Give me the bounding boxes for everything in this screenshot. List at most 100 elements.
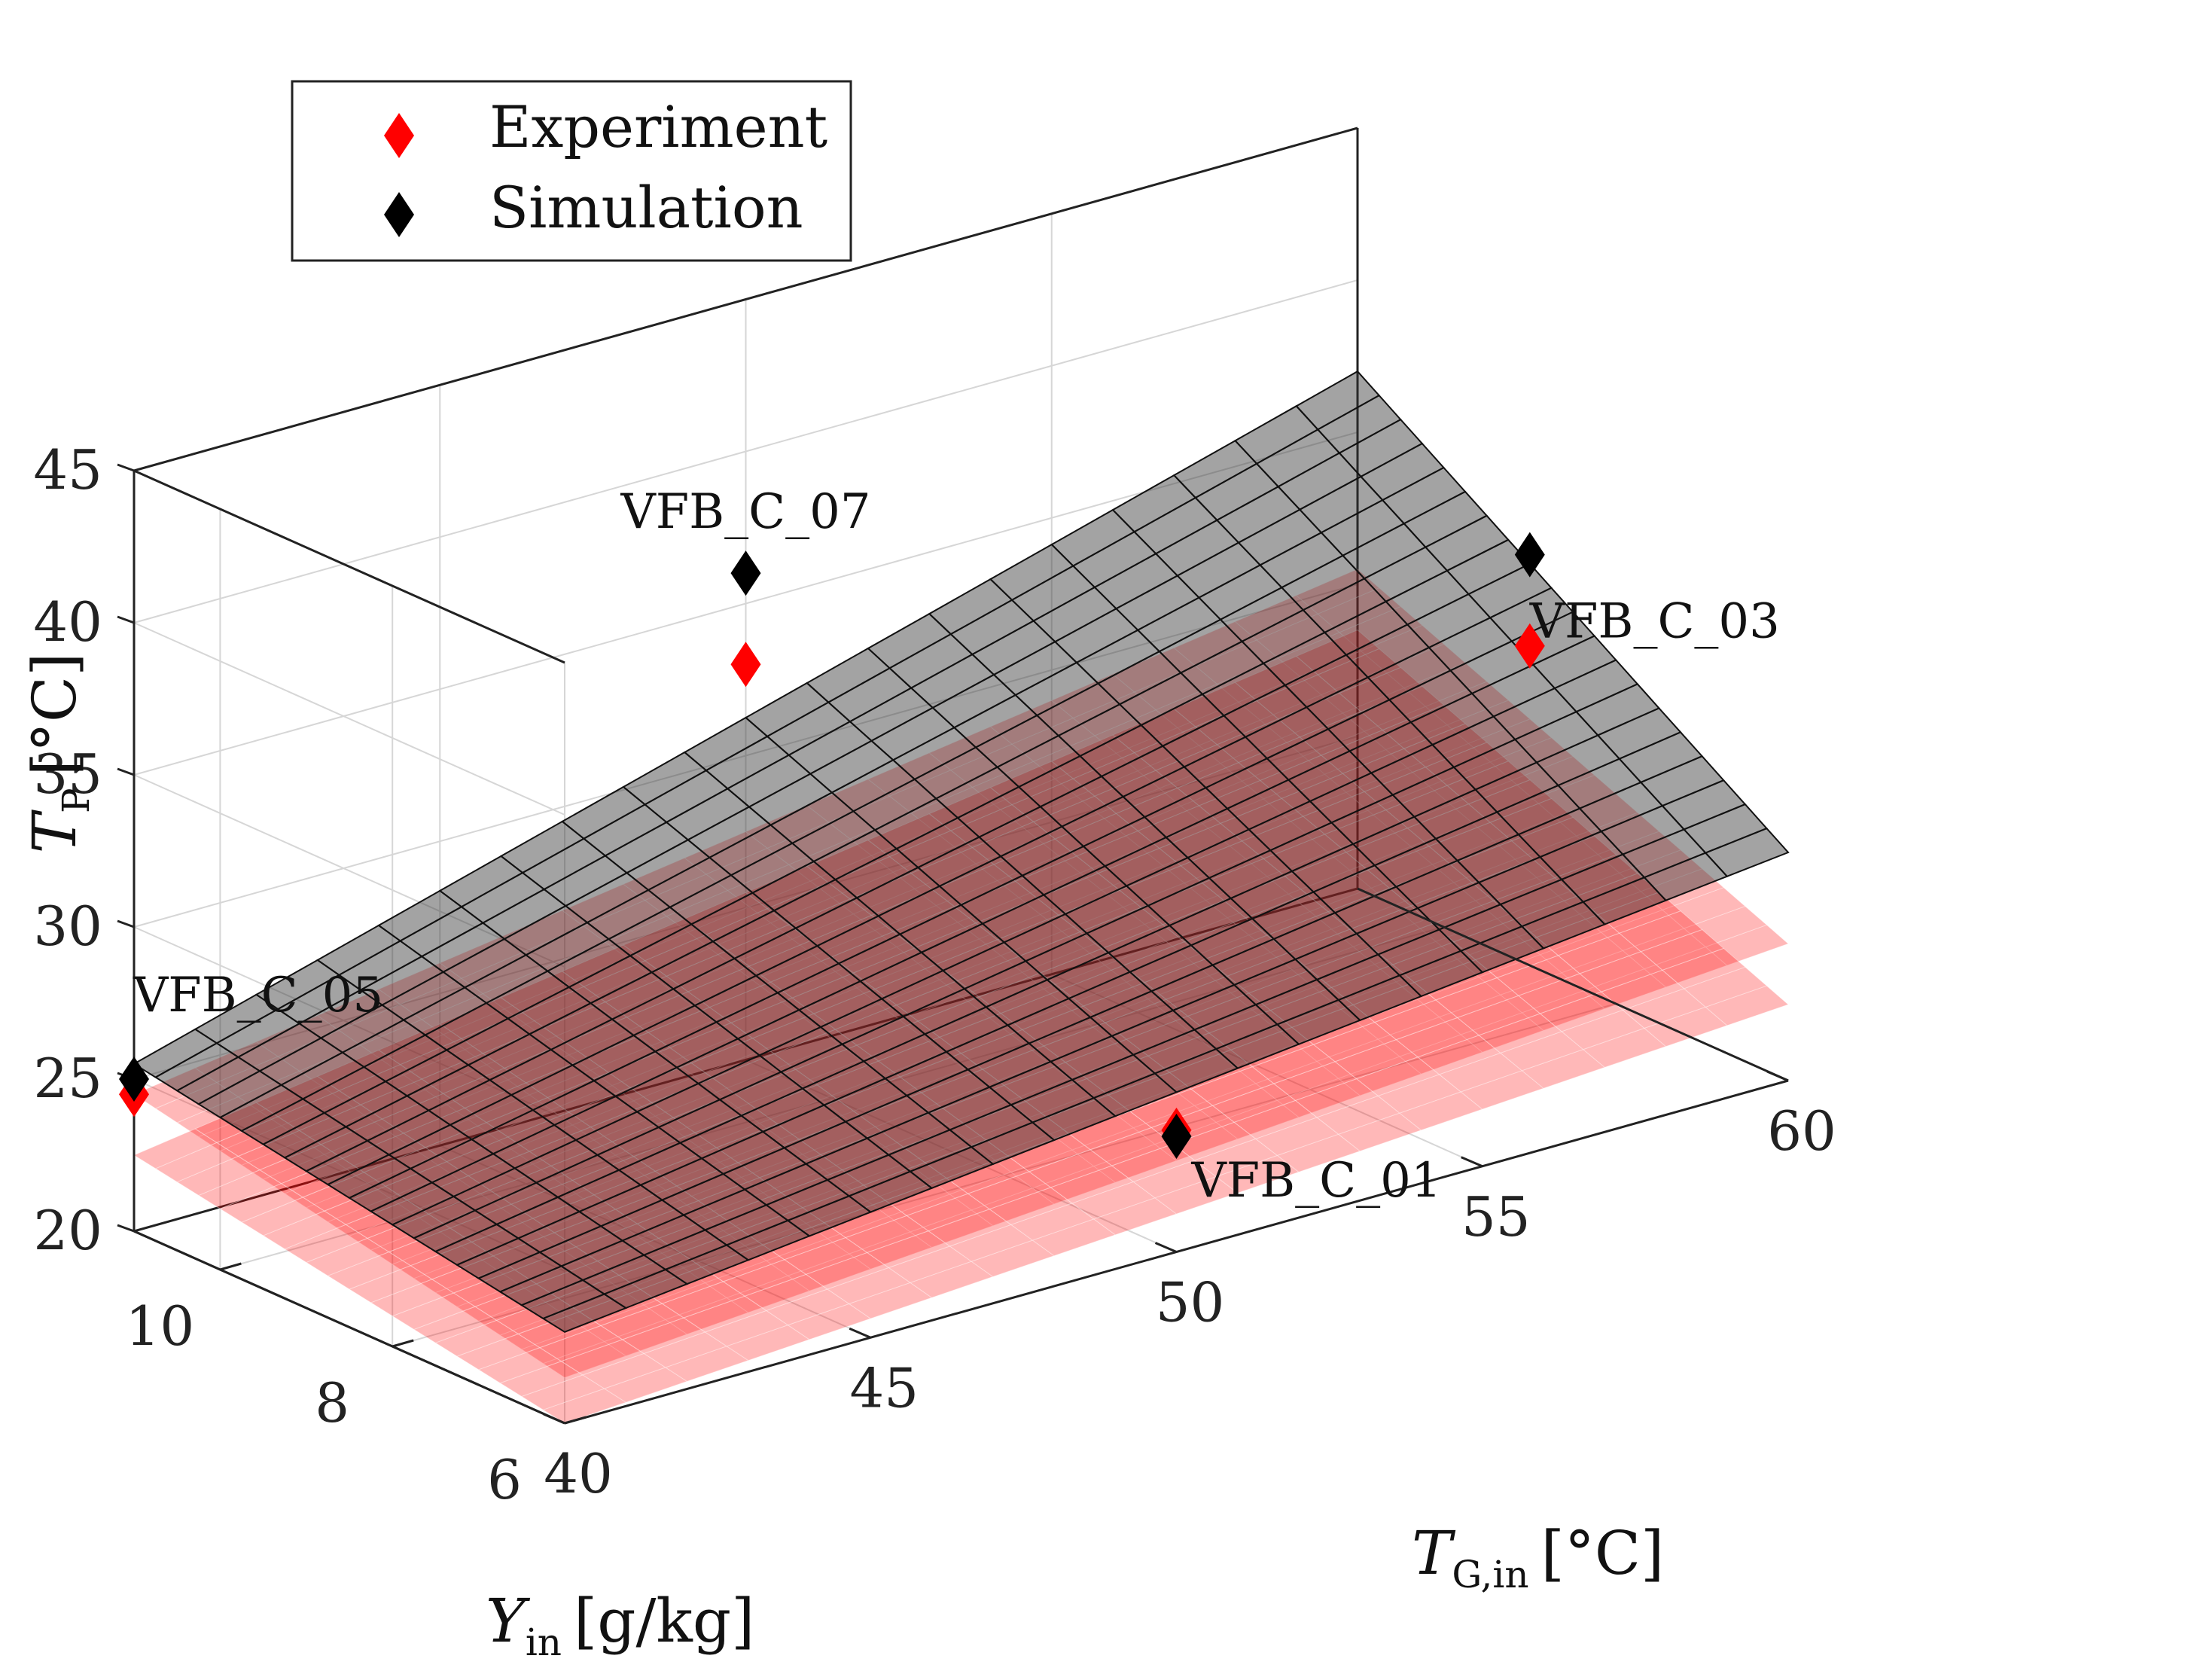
surface-patch <box>776 1044 861 1084</box>
surface-patch <box>1007 1133 1092 1172</box>
surface-patch <box>1622 928 1707 970</box>
surface-patch <box>996 855 1081 898</box>
x-tick-mark <box>1154 1242 1178 1253</box>
surface-patch <box>513 1246 599 1285</box>
surface-patch <box>1230 1026 1315 1068</box>
surface-patch <box>1172 1066 1257 1106</box>
surface-patch <box>529 1069 614 1111</box>
surface-patch <box>240 1197 325 1236</box>
surface-patch <box>682 1295 767 1333</box>
surface-patch <box>1640 928 1725 971</box>
surface-patch <box>700 1192 785 1231</box>
surface-patch <box>434 1319 520 1357</box>
surface-patch <box>1269 986 1355 1028</box>
surface-patch <box>1453 858 1537 901</box>
surface-patch <box>456 1333 541 1371</box>
x-axis-label: TG,in [°C] <box>1412 1518 1664 1596</box>
surface-patch <box>632 1076 718 1117</box>
surface-patch <box>604 916 689 959</box>
surface-patch <box>1092 1143 1178 1183</box>
surface-patch <box>327 1197 412 1236</box>
surface-patch <box>1284 791 1369 835</box>
surface-patch <box>709 981 794 1023</box>
surface-patch <box>812 929 897 972</box>
surface-patch <box>1579 891 1663 933</box>
z-tick-label: 35 <box>33 742 102 806</box>
surface-patch <box>1162 900 1247 943</box>
surface-patch <box>888 830 974 874</box>
gridline-z-side-wall <box>133 622 565 816</box>
z-axis-label-sub: P <box>54 788 98 813</box>
surface-patch <box>687 965 772 1008</box>
y-axis-label-unit: [g/kg] <box>574 1586 754 1656</box>
surface-patch <box>1003 1005 1088 1046</box>
point-label-VFB_C_07: VFB_C_07 <box>620 484 870 540</box>
surface-patch <box>1180 780 1265 825</box>
surface-patch <box>1000 931 1084 973</box>
surface-patch <box>845 1215 930 1253</box>
surface-patch <box>1315 1038 1400 1079</box>
surface-patch <box>434 1269 520 1307</box>
surface-patch <box>370 1226 455 1265</box>
legend-box <box>291 80 852 262</box>
surface-patch <box>1129 1032 1214 1073</box>
surface-patch <box>1211 1083 1297 1123</box>
surface-patch <box>262 1154 347 1194</box>
surface-patch <box>284 1224 369 1263</box>
surface-patch <box>1211 1026 1297 1067</box>
surface-patch <box>1499 1031 1584 1072</box>
surface-patch <box>603 1319 688 1357</box>
x-tick-mark <box>1766 1070 1789 1082</box>
surface-patch <box>1194 700 1279 745</box>
surface-patch <box>305 1182 390 1223</box>
surface-patch <box>327 1251 412 1290</box>
surface-patch <box>816 1060 901 1101</box>
surface-patch <box>709 922 794 965</box>
front-layer: 40 45 50 55 60 6 8 10 20 25 30 35 40 45 VFB_C_01 VFB_C_… <box>33 438 1836 1511</box>
x-tick-mark <box>849 1327 871 1339</box>
surface-patch <box>237 1070 322 1112</box>
surface-patch <box>669 1022 754 1064</box>
surface-patch <box>237 1130 322 1171</box>
surface-patch <box>560 1289 645 1328</box>
surface-patch <box>852 947 937 989</box>
surface-patch <box>535 1208 620 1247</box>
surface-patch <box>1233 1044 1318 1084</box>
surface-patch <box>1355 999 1440 1040</box>
surface-patch <box>805 1252 890 1290</box>
surface-patch <box>406 1175 491 1215</box>
point-label-VFB_C_03: VFB_C_03 <box>1529 594 1780 650</box>
surface-patch <box>648 947 733 990</box>
surface-patch <box>726 1275 811 1313</box>
surface-patch <box>801 1130 886 1170</box>
surface-patch <box>1435 977 1519 1018</box>
point-experiment-VFB_C_07 <box>730 642 761 688</box>
surface-patch <box>859 1092 944 1133</box>
surface-patch <box>1071 1181 1156 1220</box>
z-tick-label: 30 <box>33 895 102 958</box>
surface-patch <box>403 1049 488 1090</box>
surface-patch <box>1299 711 1384 756</box>
z-tick-label: 20 <box>33 1199 102 1262</box>
surface-patch <box>1478 1013 1563 1053</box>
surface-patch <box>535 1261 620 1298</box>
surface-patch <box>1575 812 1660 855</box>
surface-patch <box>744 1273 829 1311</box>
surface-patch <box>949 804 1035 849</box>
surface-patch <box>902 1068 987 1109</box>
surface-patch <box>938 1013 1023 1054</box>
surface-patch <box>1132 1160 1217 1199</box>
surface-patch <box>705 908 790 951</box>
surface-patch <box>957 897 1041 940</box>
surface-patch <box>1489 797 1574 842</box>
gridline-x-floor <box>745 1059 1177 1253</box>
surface-patch <box>565 1017 650 1059</box>
surface-patch <box>928 787 1013 831</box>
surface-patch <box>812 988 897 1030</box>
surface-patch <box>1263 834 1347 877</box>
z-tick-label: 45 <box>33 438 102 502</box>
surface-patch <box>262 1210 347 1250</box>
legend-label-simulation: Simulation <box>489 174 803 241</box>
surface-patch <box>712 1053 797 1094</box>
legend-marker-experiment <box>384 113 414 158</box>
